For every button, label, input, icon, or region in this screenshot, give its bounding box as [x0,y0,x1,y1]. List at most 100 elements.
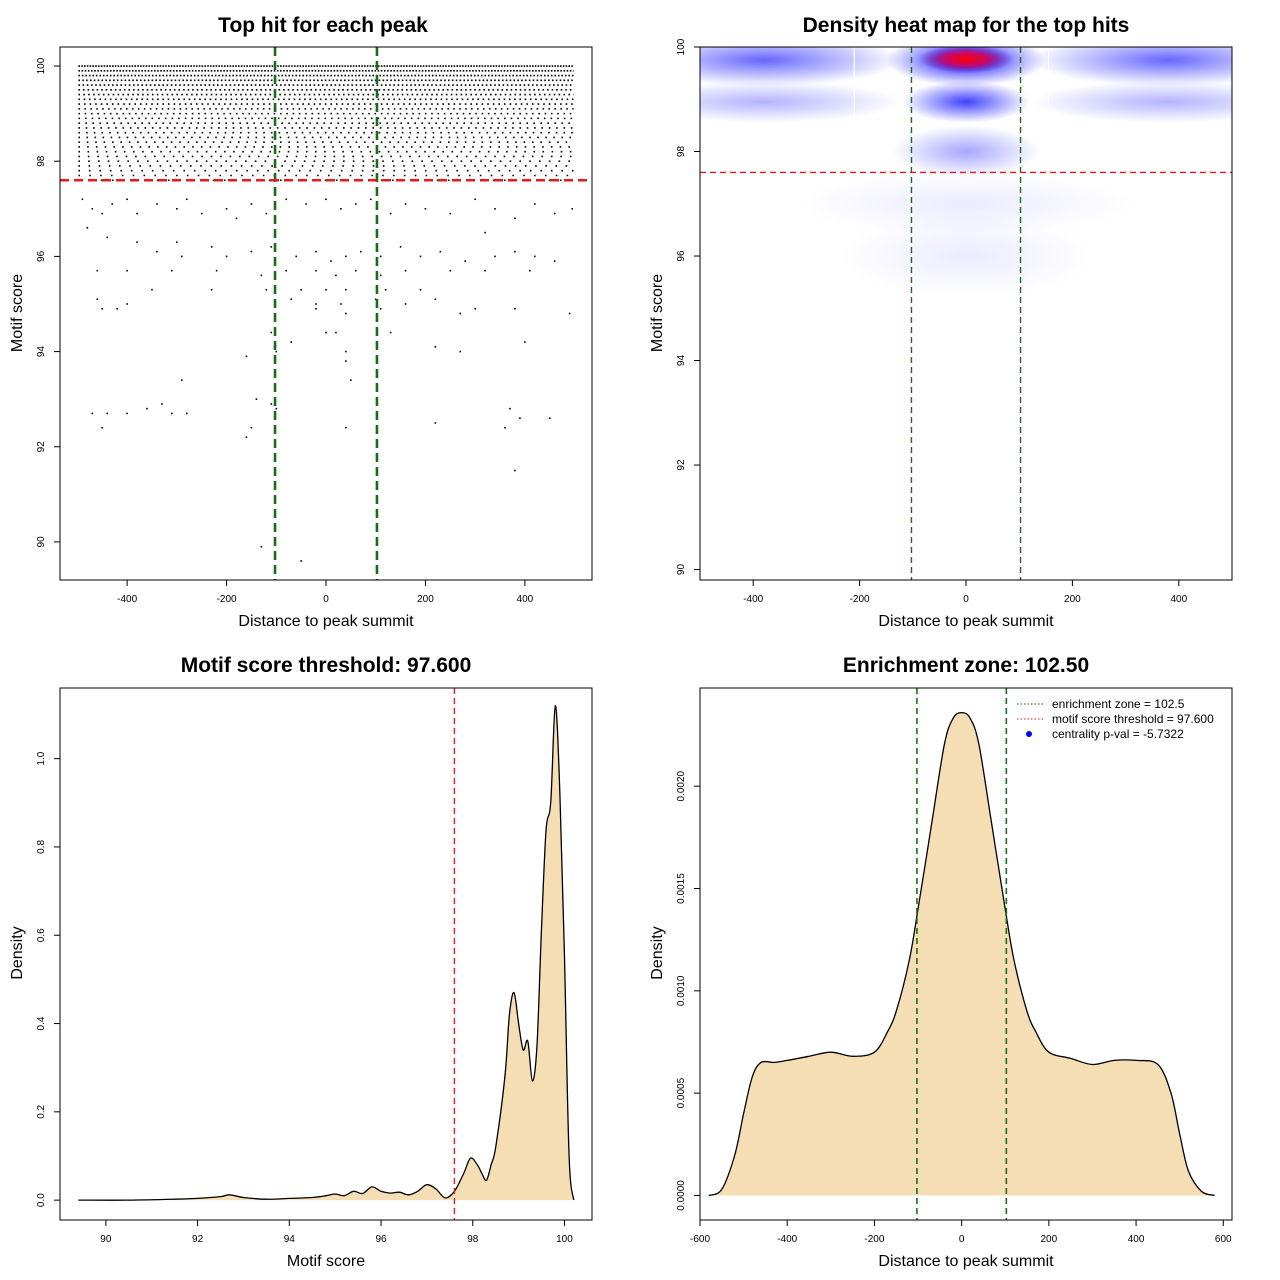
scatter-point [126,303,128,305]
scatter-point [285,269,288,272]
scatter-point [379,255,382,258]
scatter-x-tick-label: -200 [217,594,237,605]
scatter-point [185,198,188,201]
heatmap-y-tick-label: 98 [676,146,687,158]
score-density-x-tick-label: 100 [556,1234,573,1245]
scatter-point [91,412,94,415]
heatmap-density-blob [891,125,1041,178]
scatter-point [345,288,347,291]
scatter-y-tick-label: 94 [36,346,47,358]
scatter-point [300,560,302,562]
scatter-point [136,212,138,215]
scatter-point [96,298,99,301]
scatter-point [330,260,332,262]
heatmap-plot-area [700,47,1232,580]
score-density-y-tick-label: 0.4 [36,1016,47,1030]
heatmap-x-tick-label: 0 [963,594,969,605]
heatmap-y-tick-label: 90 [676,564,687,576]
scatter-point [146,407,148,410]
scatter-point [136,241,138,243]
scatter-y-tick-label: 98 [36,155,47,167]
scatter-point [404,203,407,205]
scatter-point [295,255,297,258]
scatter-point [449,212,452,215]
scatter-point [156,250,158,253]
scatter-point [270,403,273,405]
scatter-point [514,307,516,310]
scatter-point [101,212,104,215]
scatter-point [290,341,292,343]
scatter-point [260,545,263,548]
scatter-point [369,198,372,201]
scatter-y-tick-label: 100 [36,57,47,74]
heatmap-density-blob [700,80,903,123]
scatter-point [419,288,422,291]
heatmap-density-blob [795,172,1137,236]
scatter-point [126,198,128,201]
distance-density-x-tick-label: 0 [959,1234,965,1245]
scatter-point [210,246,213,248]
heatmap-y-tick-label: 92 [676,459,687,471]
scatter-point [270,246,273,248]
scatter-point [255,398,258,400]
scatter-point [161,403,163,405]
scatter-point [106,236,109,239]
scatter-point [439,250,442,253]
scatter-point [529,269,531,272]
heatmap-density-blob [838,214,1094,298]
scatter-point [434,346,437,348]
scatter-point [176,241,178,243]
scatter-point [111,203,114,205]
scatter-point [300,288,302,291]
heatmap-y-tick-label: 100 [676,38,687,55]
score-density-x-tick-label: 98 [467,1234,479,1245]
scatter-point [340,303,342,305]
score-density-plot-area [78,688,575,1220]
scatter-point [250,203,253,205]
scatter-point [340,208,342,210]
scatter-point [325,198,327,201]
scatter-y-tick-label: 96 [36,250,47,262]
score-density-x-tick-label: 94 [284,1234,296,1245]
scatter-point [345,360,347,362]
scatter-point [335,331,337,334]
scatter-point [101,307,104,310]
scatter-y-tick-label: 92 [36,441,47,453]
scatter-y-tick-label: 90 [36,536,47,548]
scatter-point [176,208,178,210]
score-density-x-tick-label: 92 [192,1234,204,1245]
scatter-point [449,269,452,272]
scatter-point [315,303,317,305]
scatter-point [534,255,536,258]
scatter-point [290,298,292,301]
scatter-point [315,307,317,310]
scatter-point [91,208,94,210]
distance-density-x-tick-label: -600 [690,1234,710,1245]
score-density-y-label: Density [9,926,26,979]
distance-density-plot-area [708,688,1215,1220]
scatter-point [335,274,337,277]
score-density-x-tick-label: 96 [375,1234,387,1245]
heatmap-x-ticks: -400 -200 0 200 400 [743,580,1188,605]
scatter-point [459,350,462,353]
scatter-point [548,417,551,419]
scatter-point [225,208,228,210]
heatmap-hotspot [918,47,1014,74]
scatter-point [389,212,392,215]
heatmap-density-blob [902,80,1030,123]
score-density-area-fill [78,705,574,1201]
distance-density-y-tick-label: 0.0005 [676,1077,687,1108]
scatter-point [379,307,382,310]
scatter-point [519,417,521,419]
scatter-plot-area [60,47,592,580]
scatter-point [260,274,263,277]
heatmap-panel: Density heat map for the top hits -400 -2… [649,14,1233,630]
scatter-point [106,412,109,415]
score-density-title: Motif score threshold: 97.600 [181,654,472,677]
scatter-point [86,227,89,229]
scatter-x-label: Distance to peak summit [238,613,414,630]
distance-density-title: Enrichment zone: 102.50 [843,654,1089,677]
distance-density-x-tick-label: 200 [1041,1234,1058,1245]
scatter-point [355,203,357,205]
